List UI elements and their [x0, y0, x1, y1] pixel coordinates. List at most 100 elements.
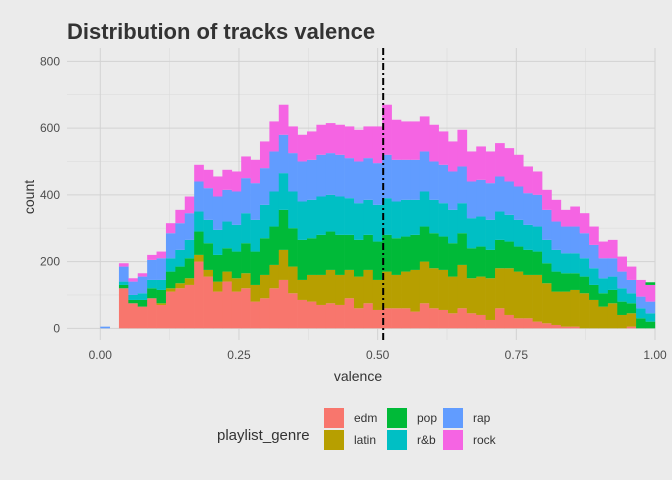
- chart-title: Distribution of tracks valence: [67, 19, 375, 44]
- bar-segment-edm: [485, 319, 496, 329]
- bar-segment-latin: [391, 274, 402, 309]
- legend-swatch-rap: [443, 408, 463, 428]
- bar-segment-pop: [128, 299, 139, 304]
- bar-segment-rb: [165, 258, 176, 272]
- bar-segment-rock: [448, 141, 458, 172]
- bar-segment-rb: [410, 199, 421, 235]
- bar-segment-rock: [560, 209, 571, 227]
- bar-segment-pop: [137, 299, 148, 307]
- bar-segment-edm: [278, 279, 289, 329]
- bar-segment-rb: [325, 194, 336, 232]
- y-axis-label: count: [21, 180, 37, 214]
- bar-segment-edm: [335, 304, 345, 329]
- bar-segment-pop: [438, 236, 449, 270]
- bar-segment-edm: [551, 324, 562, 329]
- bar-segment-latin: [617, 314, 627, 329]
- bar-segment-edm: [259, 298, 270, 329]
- bar-segment-pop: [504, 241, 515, 269]
- bar-segment-rock: [194, 164, 204, 182]
- x-tick-label: 0.75: [505, 348, 529, 362]
- bar-segment-rap: [438, 164, 449, 204]
- x-tick-label: 0.00: [89, 348, 113, 362]
- bar-segment-edm: [156, 304, 167, 329]
- legend-swatch-rock: [443, 430, 463, 450]
- bar-segment-pop: [194, 231, 204, 255]
- bar-segment-rap: [401, 159, 411, 200]
- legend-swatch-latin: [324, 430, 344, 450]
- bar-segment-rock: [476, 146, 486, 180]
- bar-segment-rb: [560, 253, 571, 274]
- bar-segment-edm: [410, 311, 421, 329]
- bar-segment-edm: [363, 303, 374, 329]
- bar-segment-rb: [137, 293, 148, 300]
- x-tick-label: 0.25: [227, 348, 251, 362]
- bar-segment-rock: [551, 199, 562, 222]
- bar-segment-pop: [335, 234, 345, 275]
- bar-segment-rap: [316, 154, 327, 197]
- bar-segment-rap: [288, 153, 298, 192]
- bar-segment-latin: [165, 288, 176, 292]
- bar-segment-edm: [325, 303, 336, 329]
- bar-segment-pop: [391, 238, 402, 275]
- bar-segment-edm: [231, 291, 242, 329]
- bar-segment-edm: [269, 288, 280, 329]
- bar-segment-rb: [570, 253, 580, 274]
- bar-segment-latin: [203, 269, 214, 277]
- legend-label-edm: edm: [354, 411, 377, 425]
- bar-segment-rb: [194, 211, 204, 232]
- bar-segment-rap: [335, 154, 345, 197]
- bar-segment-rock: [203, 169, 214, 189]
- y-tick-label: 200: [40, 255, 60, 269]
- bar-segment-pop: [269, 226, 280, 265]
- bar-segment-latin: [598, 306, 609, 329]
- bar-segment-rock: [118, 263, 129, 267]
- bar-segment-rap: [532, 194, 543, 227]
- bar-segment-rap: [175, 223, 186, 250]
- bar-segment-rb: [589, 268, 599, 285]
- bar-segment-edm: [118, 288, 129, 329]
- bar-segment-latin: [523, 274, 533, 319]
- bar-segment-rb: [156, 279, 167, 290]
- bar-segment-rap: [598, 258, 609, 279]
- bar-segment-pop: [147, 288, 157, 299]
- bar-segment-edm: [137, 306, 148, 329]
- bar-segment-rock: [438, 131, 449, 165]
- bar-segment-rock: [589, 226, 599, 245]
- bar-segment-rb: [429, 199, 439, 234]
- bar-segment-edm: [354, 308, 364, 329]
- bar-segment-rap: [100, 326, 110, 329]
- bar-segment-rb: [147, 279, 157, 289]
- bar-segment-edm: [288, 293, 298, 329]
- bar-segment-rap: [542, 209, 552, 240]
- bar-segment-rb: [278, 173, 289, 210]
- bar-segment-rock: [222, 169, 233, 190]
- bar-segment-rb: [372, 204, 383, 242]
- bar-segment-latin: [269, 264, 280, 289]
- bar-segment-pop: [354, 239, 364, 277]
- bar-segment-edm: [212, 291, 223, 329]
- bar-segment-rb: [306, 199, 317, 239]
- bar-segment-edm: [147, 298, 157, 329]
- bar-segment-latin: [297, 279, 308, 300]
- bar-segment-pop: [372, 241, 383, 280]
- bar-segment-rap: [231, 191, 242, 225]
- bar-segment-rock: [316, 124, 327, 155]
- bar-segment-rb: [382, 198, 392, 235]
- x-tick-label: 1.00: [643, 348, 667, 362]
- bar-segment-rb: [175, 249, 186, 267]
- bar-segment-pop: [560, 273, 571, 292]
- bar-segment-pop: [532, 251, 543, 275]
- bar-segment-pop: [523, 249, 533, 275]
- bar-segment-edm: [570, 326, 580, 329]
- bar-segment-rock: [259, 141, 270, 169]
- bar-segment-latin: [372, 279, 383, 310]
- bar-segment-rb: [259, 204, 270, 239]
- y-tick-label: 0: [53, 321, 60, 335]
- bar-segment-rap: [278, 134, 289, 174]
- bar-segment-rap: [203, 188, 214, 220]
- bar-segment-rock: [598, 241, 609, 259]
- bar-segment-latin: [241, 273, 251, 289]
- bar-segment-rap: [589, 244, 599, 269]
- bar-segment-pop: [175, 266, 186, 284]
- bar-segment-rap: [513, 186, 524, 220]
